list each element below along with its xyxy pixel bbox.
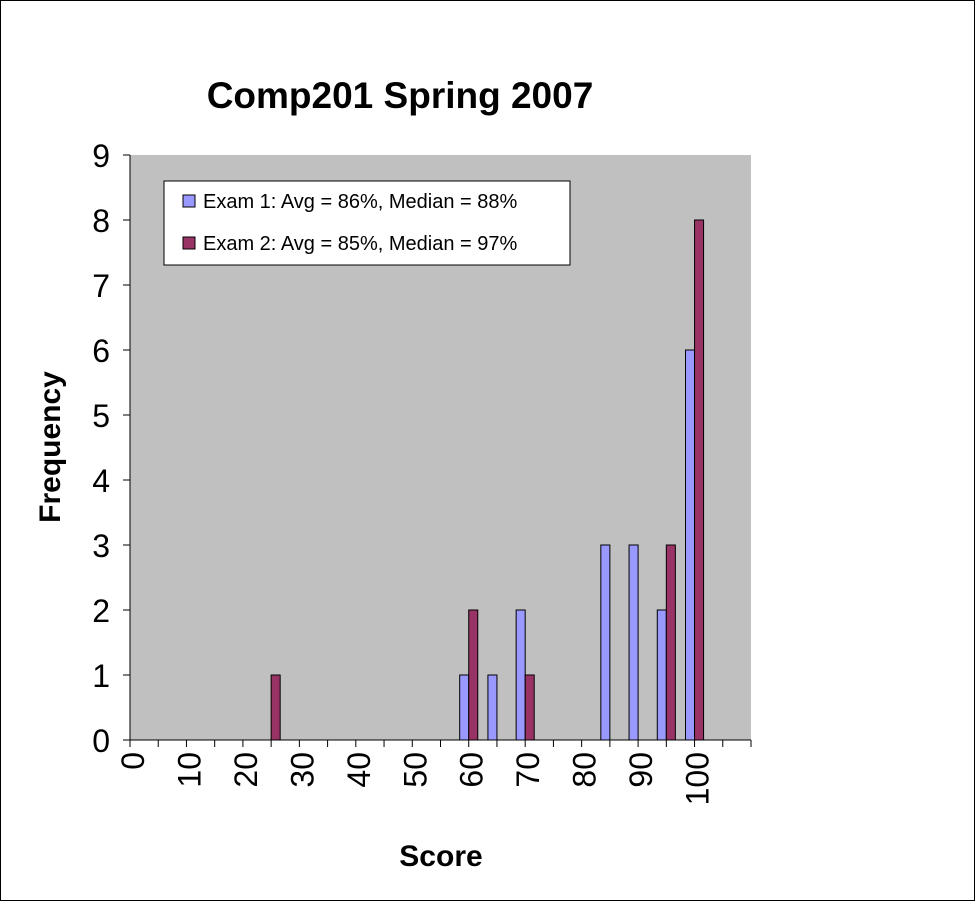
bar-series-1 — [487, 674, 498, 741]
y-tick-label: 0 — [92, 723, 110, 759]
y-tick-label: 9 — [92, 138, 110, 174]
legend: Exam 1: Avg = 86%, Median = 88% Exam 2: … — [163, 180, 571, 266]
bar-series-2 — [468, 609, 479, 741]
y-tick-label: 2 — [92, 593, 110, 629]
bar-series-1 — [600, 544, 611, 741]
y-axis-label: Frequency — [34, 371, 67, 523]
bar-series-2 — [665, 544, 676, 741]
y-tick-label: 4 — [92, 463, 110, 499]
y-tick-label: 7 — [92, 268, 110, 304]
legend-label-exam2: Exam 2: Avg = 85%, Median = 97% — [203, 233, 517, 255]
bar-series-1 — [628, 544, 639, 741]
y-tick-label: 3 — [92, 528, 110, 564]
x-tick-label: 70 — [510, 752, 546, 788]
legend-label-exam1: Exam 1: Avg = 86%, Median = 88% — [203, 191, 517, 213]
bar-series-1 — [515, 609, 526, 741]
bar-series-2 — [524, 674, 535, 741]
y-tick-label: 5 — [92, 398, 110, 434]
bar-series-2 — [270, 674, 281, 741]
x-tick-label: 100 — [680, 752, 716, 805]
x-tick-label: 90 — [623, 752, 659, 788]
bar-series-1 — [656, 609, 667, 741]
bar-series-1 — [459, 674, 470, 741]
bar-series-2 — [694, 219, 705, 741]
x-tick-label: 50 — [397, 752, 433, 788]
x-axis-label: Score — [399, 840, 482, 873]
bar-series-1 — [685, 349, 696, 741]
x-tick-label: 0 — [115, 752, 151, 770]
x-tick-label: 80 — [567, 752, 603, 788]
y-axis-ticks: 0 1 2 3 4 5 6 7 8 9 — [92, 138, 130, 759]
y-tick-label: 8 — [92, 203, 110, 239]
y-tick-label: 1 — [92, 658, 110, 694]
legend-swatch-exam1 — [182, 194, 196, 208]
x-axis-ticks: 0 10 20 30 40 50 60 70 80 90 100 — [115, 740, 752, 805]
x-tick-label: 30 — [284, 752, 320, 788]
x-tick-label: 40 — [341, 752, 377, 788]
chart-title: Comp201 Spring 2007 — [207, 75, 594, 116]
x-tick-label: 60 — [454, 752, 490, 788]
legend-box — [163, 180, 571, 266]
y-tick-label: 6 — [92, 333, 110, 369]
x-tick-label: 20 — [228, 752, 264, 788]
legend-swatch-exam2 — [182, 236, 196, 250]
x-tick-label: 10 — [171, 752, 207, 788]
